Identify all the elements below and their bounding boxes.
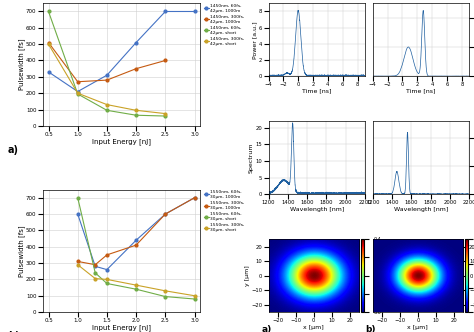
1550nm, 60fs,
30μm, short [92, 271, 98, 275]
1450nm, 60fs,
42μm, short [104, 108, 110, 112]
1550nm, 60fs,
30μm, short [133, 287, 139, 291]
1450nm, 300fs,
42μm, short [133, 108, 139, 112]
1450nm, 300fs,
42μm, 1000m [133, 67, 139, 71]
1550nm, 60fs,
30μm, 1000m [133, 238, 139, 242]
X-axis label: Wavelength [nm]: Wavelength [nm] [290, 207, 344, 212]
1450nm, 300fs,
42μm, short [104, 103, 110, 107]
Legend: 1450nm, 60fs,
42μm, 1000m, 1450nm, 300fs,
42μm, 1000m, 1450nm, 60fs,
42μm, short: 1450nm, 60fs, 42μm, 1000m, 1450nm, 300fs… [202, 3, 246, 46]
Line: 1550nm, 300fs,
30μm, 1000m: 1550nm, 300fs, 30μm, 1000m [76, 196, 196, 266]
1450nm, 60fs,
42μm, 1000m [104, 73, 110, 77]
1450nm, 300fs,
42μm, 1000m [75, 80, 81, 84]
1550nm, 300fs,
30μm, 1000m [191, 196, 197, 200]
1550nm, 300fs,
30μm, short [75, 263, 81, 267]
1450nm, 60fs,
42μm, 1000m [75, 90, 81, 94]
Y-axis label: y [μm]: y [μm] [245, 265, 250, 286]
1450nm, 60fs,
42μm, 1000m [163, 10, 168, 14]
Line: 1450nm, 60fs,
42μm, 1000m: 1450nm, 60fs, 42μm, 1000m [47, 10, 196, 93]
1550nm, 60fs,
30μm, 1000m [163, 212, 168, 216]
1550nm, 60fs,
30μm, short [163, 294, 168, 298]
1550nm, 300fs,
30μm, short [104, 278, 110, 282]
1550nm, 60fs,
30μm, 1000m [75, 212, 81, 216]
1450nm, 300fs,
42μm, 1000m [46, 41, 51, 44]
1550nm, 60fs,
30μm, 1000m [92, 264, 98, 268]
Text: a): a) [261, 325, 272, 332]
X-axis label: Time [ns]: Time [ns] [406, 89, 436, 94]
1450nm, 60fs,
42μm, short [75, 92, 81, 96]
Line: 1450nm, 300fs,
42μm, short: 1450nm, 300fs, 42μm, short [47, 43, 167, 115]
1550nm, 300fs,
30μm, 1000m [163, 212, 168, 216]
X-axis label: Wavelength [nm]: Wavelength [nm] [394, 207, 448, 212]
1450nm, 300fs,
42μm, short [46, 42, 51, 46]
X-axis label: Input Energy [nJ]: Input Energy [nJ] [92, 325, 151, 331]
1450nm, 300fs,
42μm, 1000m [163, 58, 168, 62]
Y-axis label: Spectrum: Spectrum [249, 142, 254, 173]
Line: 1450nm, 60fs,
42μm, short: 1450nm, 60fs, 42μm, short [47, 10, 167, 118]
1550nm, 300fs,
30μm, short [191, 294, 197, 298]
1450nm, 300fs,
42μm, short [75, 91, 81, 95]
X-axis label: x [μm]: x [μm] [408, 325, 428, 330]
1550nm, 60fs,
30μm, 1000m [191, 196, 197, 200]
Y-axis label: Power [a.u.]: Power [a.u.] [253, 21, 257, 58]
1450nm, 60fs,
42μm, 1000m [191, 10, 197, 14]
Text: b): b) [365, 325, 376, 332]
1550nm, 300fs,
30μm, 1000m [104, 253, 110, 257]
1450nm, 60fs,
42μm, 1000m [133, 41, 139, 44]
Text: a): a) [8, 145, 19, 155]
Line: 1550nm, 300fs,
30μm, short: 1550nm, 300fs, 30μm, short [76, 263, 196, 297]
1450nm, 60fs,
42μm, short [163, 114, 168, 118]
Y-axis label: Pulsewidth [fs]: Pulsewidth [fs] [18, 39, 25, 90]
1550nm, 300fs,
30μm, 1000m [92, 263, 98, 267]
1450nm, 60fs,
42μm, short [46, 10, 51, 14]
Line: 1450nm, 300fs,
42μm, 1000m: 1450nm, 300fs, 42μm, 1000m [47, 41, 167, 83]
1450nm, 300fs,
42μm, 1000m [104, 78, 110, 82]
Line: 1550nm, 60fs,
30μm, short: 1550nm, 60fs, 30μm, short [76, 196, 196, 300]
1550nm, 60fs,
30μm, short [75, 196, 81, 200]
X-axis label: Input Energy [nJ]: Input Energy [nJ] [92, 138, 151, 145]
Legend: 1550nm, 60fs,
30μm, 1000m, 1550nm, 300fs,
30μm, 1000m, 1550nm, 60fs,
30μm, short: 1550nm, 60fs, 30μm, 1000m, 1550nm, 300fs… [202, 189, 246, 233]
Y-axis label: Pulsewidth [fs]: Pulsewidth [fs] [18, 225, 25, 277]
1550nm, 300fs,
30μm, short [133, 283, 139, 287]
1550nm, 300fs,
30μm, short [92, 277, 98, 281]
1450nm, 300fs,
42μm, short [163, 112, 168, 116]
1550nm, 300fs,
30μm, short [163, 289, 168, 293]
Text: b): b) [8, 331, 19, 332]
X-axis label: x [μm]: x [μm] [303, 325, 324, 330]
1550nm, 300fs,
30μm, 1000m [75, 259, 81, 263]
1550nm, 60fs,
30μm, short [191, 297, 197, 301]
1450nm, 60fs,
42μm, 1000m [46, 70, 51, 74]
1550nm, 300fs,
30μm, 1000m [133, 243, 139, 247]
X-axis label: Time [ns]: Time [ns] [302, 89, 331, 94]
1550nm, 60fs,
30μm, short [104, 282, 110, 286]
1550nm, 60fs,
30μm, 1000m [104, 268, 110, 272]
1450nm, 60fs,
42μm, short [133, 113, 139, 117]
Line: 1550nm, 60fs,
30μm, 1000m: 1550nm, 60fs, 30μm, 1000m [76, 196, 196, 271]
